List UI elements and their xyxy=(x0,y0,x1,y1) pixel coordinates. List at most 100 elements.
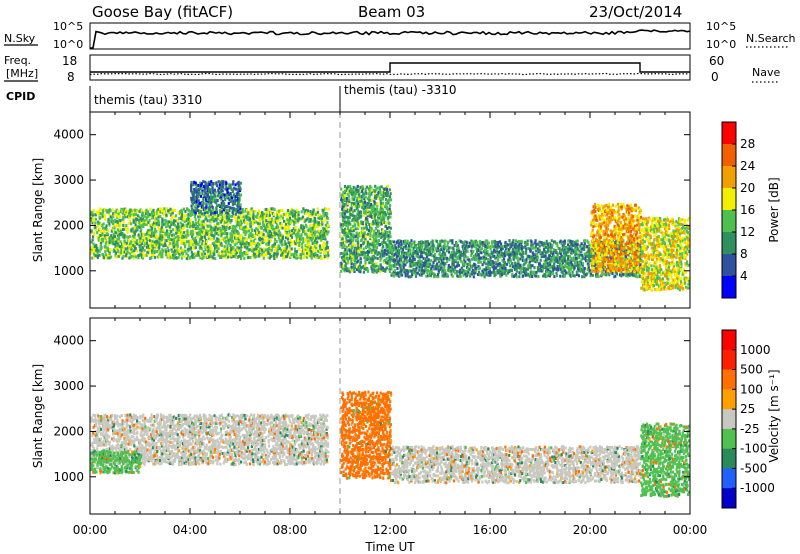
echo-cell xyxy=(279,240,282,244)
echo-cell xyxy=(241,239,244,243)
echo-cell xyxy=(119,210,122,214)
echo-cell xyxy=(227,183,231,187)
echo-cell xyxy=(380,222,383,226)
echo-cell xyxy=(497,256,500,260)
echo-cell xyxy=(266,226,269,230)
echo-cell xyxy=(372,222,375,226)
echo-cell xyxy=(215,206,218,210)
echo-cell xyxy=(214,190,217,194)
echo-cell xyxy=(137,233,140,237)
echo-cell xyxy=(267,256,270,260)
echo-cell xyxy=(259,226,263,229)
echo-cell xyxy=(351,188,354,192)
echo-cell xyxy=(122,245,125,249)
echo-cell xyxy=(139,237,142,241)
echo-cell xyxy=(291,232,294,236)
echo-cell xyxy=(180,246,183,250)
echo-cell xyxy=(362,270,365,274)
echo-cell xyxy=(358,265,361,269)
echo-cell xyxy=(104,217,107,221)
echo-cell xyxy=(156,236,159,240)
echo-cell xyxy=(232,193,235,197)
echo-cell xyxy=(310,256,313,260)
echo-cell xyxy=(449,239,452,243)
echo-cell xyxy=(183,230,186,234)
echo-cell xyxy=(374,212,378,216)
echo-cell xyxy=(138,254,141,258)
echo-cell xyxy=(223,195,226,199)
echo-cell xyxy=(262,250,265,254)
echo-cell xyxy=(233,195,236,199)
echo-cell xyxy=(372,265,375,269)
echo-cell xyxy=(262,253,265,257)
echo-cell xyxy=(188,220,192,224)
echo-cell xyxy=(326,212,329,216)
echo-cell xyxy=(147,212,150,215)
echo-cell xyxy=(210,180,213,184)
echo-cell xyxy=(220,201,223,205)
echo-cell xyxy=(297,240,300,244)
echo-cell xyxy=(381,249,384,253)
echo-cell xyxy=(277,218,280,222)
echo-cell xyxy=(230,237,233,241)
echo-cell xyxy=(349,223,352,227)
echo-cell xyxy=(176,249,179,253)
echo-cell xyxy=(209,211,213,215)
echo-cell xyxy=(303,230,306,234)
echo-cell xyxy=(278,209,281,213)
echo-cell xyxy=(556,242,559,246)
echo-cell xyxy=(355,215,358,219)
echo-cell xyxy=(319,231,322,235)
echo-cell xyxy=(320,235,323,238)
echo-cell xyxy=(134,253,137,257)
echo-cell xyxy=(366,253,370,257)
echo-cell xyxy=(260,214,264,218)
echo-cell xyxy=(223,214,226,218)
echo-cell xyxy=(375,187,378,191)
echo-cell xyxy=(390,267,393,271)
echo-cell xyxy=(293,255,296,259)
echo-cell xyxy=(321,226,325,230)
echo-cell xyxy=(370,202,373,206)
echo-cell xyxy=(251,222,255,226)
echo-cell xyxy=(312,219,315,223)
echo-cell xyxy=(358,213,361,217)
echo-cell xyxy=(320,229,323,233)
echo-cell xyxy=(216,237,219,241)
echo-cell xyxy=(199,256,202,260)
echo-cell xyxy=(228,236,231,240)
echo-cell xyxy=(118,234,121,238)
echo-cell xyxy=(285,211,288,215)
echo-cell xyxy=(227,238,230,242)
echo-cell xyxy=(216,204,219,208)
echo-cell xyxy=(187,233,190,237)
echo-cell xyxy=(306,247,309,251)
echo-cell xyxy=(102,210,105,214)
echo-cell xyxy=(315,212,318,216)
echo-cell xyxy=(138,221,141,225)
echo-cell xyxy=(404,263,407,267)
echo-cell xyxy=(286,218,289,221)
echo-cell xyxy=(210,226,213,230)
echo-cell xyxy=(193,188,196,191)
echo-cell xyxy=(286,252,289,256)
echo-cell xyxy=(450,253,453,257)
echo-cell xyxy=(270,211,273,215)
echo-cell xyxy=(429,262,432,266)
echo-cell xyxy=(242,244,245,248)
echo-cell xyxy=(201,188,204,192)
echo-cell xyxy=(230,255,233,259)
echo-cell xyxy=(441,239,444,243)
echo-cell xyxy=(186,229,189,233)
echo-cell xyxy=(186,225,189,228)
echo-cell xyxy=(220,181,223,185)
echo-cell xyxy=(540,241,543,244)
echo-cell xyxy=(210,200,213,204)
echo-cell xyxy=(162,242,165,246)
echo-cell xyxy=(194,252,197,256)
echo-cell xyxy=(362,192,365,196)
echo-cell xyxy=(278,233,281,237)
echo-cell xyxy=(122,223,125,227)
echo-cell xyxy=(265,235,268,239)
echo-cell xyxy=(327,253,330,257)
